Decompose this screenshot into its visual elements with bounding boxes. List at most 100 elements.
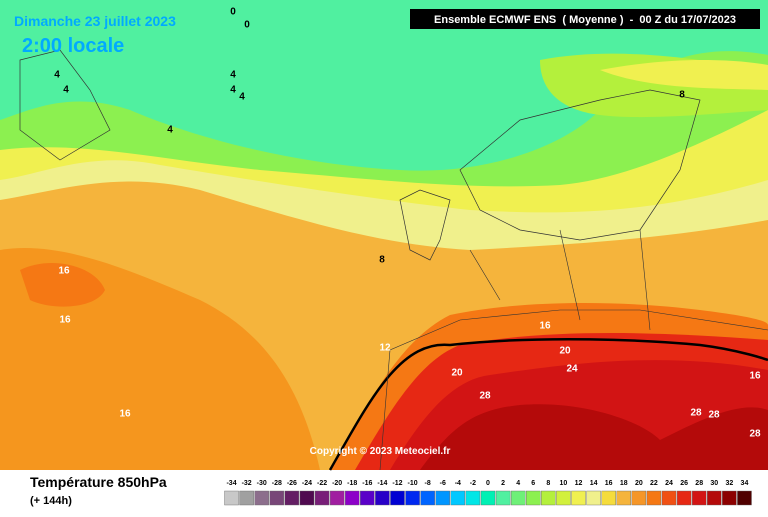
legend-label: 8 [546, 480, 550, 487]
legend-label: -30 [257, 480, 267, 487]
legend-label: 24 [665, 480, 673, 487]
legend-label: -34 [226, 480, 236, 487]
legend-swatch [646, 490, 662, 506]
legend-swatch [676, 490, 692, 506]
footer-title: Température 850hPa [30, 474, 167, 490]
date: Dimanche 23 juillet 2023 [14, 13, 176, 29]
legend-label: 20 [635, 480, 643, 487]
contour-label: 20 [451, 368, 463, 379]
legend-swatch [375, 490, 390, 506]
legend-label: -8 [425, 480, 431, 487]
contour-label: 28 [479, 391, 491, 402]
legend-label: -24 [302, 480, 312, 487]
legend-label: -12 [392, 480, 402, 487]
copyright: Copyright © 2023 Meteociel.fr [310, 446, 451, 457]
band-18-west [20, 262, 105, 307]
forecast-lead: (+ 144h) [30, 495, 72, 507]
legend-label: 6 [531, 480, 535, 487]
legend-label: -2 [470, 480, 476, 487]
coastlines [19, 49, 701, 261]
legend-label: -10 [408, 480, 418, 487]
contour-label: 8 [379, 255, 385, 266]
band-12-north [600, 60, 768, 90]
contour-label: 0 [230, 7, 236, 18]
legend-swatch [224, 490, 239, 506]
legend-swatch [269, 490, 285, 506]
legend-swatch [284, 490, 300, 506]
contour-label: 16 [749, 371, 761, 382]
legend-swatch [329, 490, 345, 506]
legend-swatch [450, 490, 466, 506]
contour-label: 4 [239, 92, 245, 103]
legend-swatch [405, 490, 420, 506]
legend-label: -16 [362, 480, 372, 487]
legend-swatch [722, 490, 737, 506]
legend-swatch [556, 490, 571, 506]
legend-swatch [435, 490, 450, 506]
legend-swatch [707, 490, 722, 506]
legend-swatch [541, 490, 556, 506]
contour-label: 12 [379, 343, 391, 354]
model-banner [410, 9, 760, 29]
legend-label: 14 [590, 480, 598, 487]
legend-label: -28 [272, 480, 282, 487]
contour-label: 4 [167, 125, 173, 136]
contour-label: 4 [63, 85, 69, 96]
legend-label: 26 [680, 480, 688, 487]
legend-label: 34 [741, 480, 749, 487]
legend-label: 32 [725, 480, 733, 487]
legend-swatch [390, 490, 405, 506]
legend-label: -18 [347, 480, 357, 487]
contour-label: 16 [58, 266, 70, 277]
legend-label: 28 [695, 480, 703, 487]
legend-label: -26 [287, 480, 297, 487]
legend-swatch [299, 490, 315, 506]
contour-label: 20 [559, 346, 571, 357]
legend-label: 12 [575, 480, 583, 487]
contour-label: 0 [244, 20, 250, 31]
model-info: Ensemble ECMWF ENS ( Moyenne ) - 00 Z du… [434, 14, 736, 26]
local-time: 2:00 locale [22, 35, 124, 57]
legend-label: 30 [710, 480, 718, 487]
legend-label: 10 [560, 480, 568, 487]
contour-label: 24 [566, 364, 578, 375]
legend-swatch [526, 490, 541, 506]
legend-label: 16 [605, 480, 613, 487]
legend-label: 0 [486, 480, 490, 487]
legend-swatch [601, 490, 616, 506]
legend-swatch [631, 490, 647, 506]
legend-label: 22 [650, 480, 658, 487]
contour-label: 4 [230, 85, 236, 96]
legend-swatch [737, 490, 752, 506]
legend-label: 2 [501, 480, 505, 487]
legend-label: 4 [516, 480, 520, 487]
contour-label: 4 [230, 70, 236, 81]
band-0 [0, 0, 768, 171]
contour-20 [328, 337, 768, 471]
legend-swatch [495, 490, 511, 506]
contour-label: 28 [749, 429, 761, 440]
legend-swatch [480, 490, 496, 506]
band-28 [420, 404, 768, 470]
contour-label: 16 [59, 315, 71, 326]
legend-label: 18 [620, 480, 628, 487]
legend-swatch [691, 490, 707, 506]
legend-label: -14 [377, 480, 387, 487]
legend-swatch [510, 490, 526, 506]
legend-label: -32 [242, 480, 252, 487]
contour-label: 28 [708, 410, 720, 421]
legend-swatch [465, 490, 481, 506]
legend-swatch [586, 490, 601, 506]
legend-swatch [571, 490, 586, 506]
legend-label: -4 [455, 480, 461, 487]
legend-label: -22 [317, 480, 327, 487]
legend-swatch [239, 490, 254, 506]
legend-swatch [661, 490, 677, 506]
legend-swatch [314, 490, 330, 506]
contour-label: 16 [119, 409, 131, 420]
contour-label: 28 [690, 408, 702, 419]
legend-swatch [420, 490, 435, 506]
legend-label: -6 [440, 480, 446, 487]
contour-label: 16 [539, 321, 551, 332]
